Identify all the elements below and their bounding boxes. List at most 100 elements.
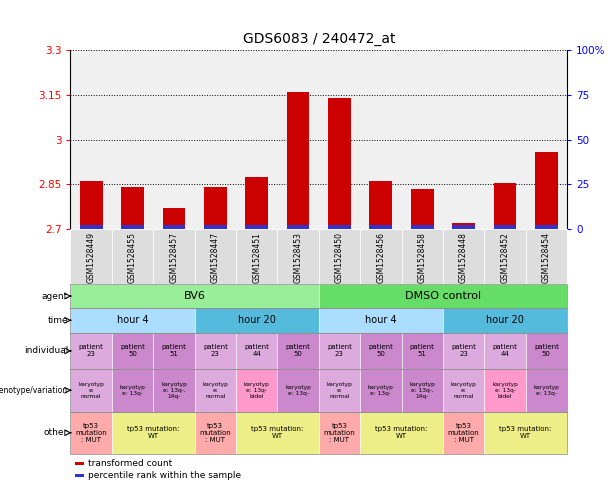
- Bar: [153, 229, 195, 284]
- Bar: [236, 412, 319, 454]
- Text: GSM1528457: GSM1528457: [169, 232, 178, 283]
- Text: karyotyp
e:
normal: karyotyp e: normal: [202, 382, 228, 398]
- Bar: [204, 225, 227, 229]
- Text: karyotyp
e: 13q-,
14q-: karyotyp e: 13q-, 14q-: [161, 382, 187, 398]
- Bar: [452, 225, 475, 229]
- Bar: [277, 369, 319, 412]
- Bar: [195, 369, 236, 412]
- Text: patient
50: patient 50: [368, 344, 394, 357]
- Text: karyotyp
e:
normal: karyotyp e: normal: [451, 382, 476, 398]
- Bar: [70, 333, 567, 369]
- Bar: [319, 333, 360, 369]
- Bar: [195, 333, 236, 369]
- Text: GSM1528451: GSM1528451: [252, 232, 261, 283]
- Bar: [277, 229, 319, 284]
- Bar: [402, 333, 443, 369]
- Text: time: time: [47, 316, 68, 325]
- Bar: [484, 412, 567, 454]
- Bar: [112, 369, 153, 412]
- Bar: [70, 412, 112, 454]
- Bar: [112, 412, 195, 454]
- Bar: [411, 189, 433, 229]
- Text: GSM1528450: GSM1528450: [335, 232, 344, 283]
- Text: BV6: BV6: [184, 291, 205, 301]
- Text: GSM1528452: GSM1528452: [500, 232, 509, 283]
- Text: hour 20: hour 20: [238, 315, 276, 325]
- Text: transformed count: transformed count: [88, 459, 173, 468]
- Bar: [195, 229, 236, 284]
- Text: GSM1528448: GSM1528448: [459, 232, 468, 283]
- Bar: [70, 284, 567, 308]
- Text: patient
23: patient 23: [78, 344, 104, 357]
- Bar: [360, 333, 402, 369]
- Text: karyotyp
e: 13q-,
14q-: karyotyp e: 13q-, 14q-: [409, 382, 435, 398]
- Bar: [402, 229, 443, 284]
- Text: karyotyp
e: 13q-: karyotyp e: 13q-: [533, 385, 559, 396]
- Text: patient
44: patient 44: [244, 344, 269, 357]
- Bar: [287, 225, 310, 229]
- Bar: [245, 225, 268, 229]
- Bar: [112, 229, 153, 284]
- Bar: [70, 308, 567, 333]
- Bar: [112, 333, 153, 369]
- Text: hour 4: hour 4: [116, 315, 148, 325]
- Text: hour 20: hour 20: [486, 315, 524, 325]
- Bar: [236, 333, 277, 369]
- Text: percentile rank within the sample: percentile rank within the sample: [88, 471, 242, 480]
- Text: karyotyp
e: 13q-: karyotyp e: 13q-: [120, 385, 145, 396]
- Bar: [70, 369, 567, 412]
- Bar: [360, 412, 443, 454]
- Text: tp53 mutation:
WT: tp53 mutation: WT: [127, 426, 180, 439]
- Bar: [370, 225, 392, 229]
- Text: GSM1528456: GSM1528456: [376, 232, 386, 283]
- Bar: [121, 225, 144, 229]
- Text: tp53
mutation
: MUT: tp53 mutation : MUT: [324, 423, 356, 443]
- Bar: [195, 412, 236, 454]
- Bar: [443, 412, 484, 454]
- Text: genotype/variation: genotype/variation: [0, 386, 68, 395]
- Bar: [360, 369, 402, 412]
- Bar: [402, 369, 443, 412]
- Bar: [80, 181, 102, 229]
- Bar: [484, 333, 525, 369]
- Bar: [195, 308, 319, 333]
- Text: patient
23: patient 23: [327, 344, 352, 357]
- Bar: [70, 412, 567, 454]
- Bar: [319, 229, 360, 284]
- Text: patient
50: patient 50: [120, 344, 145, 357]
- Text: other: other: [44, 428, 68, 437]
- Text: DMSO control: DMSO control: [405, 291, 481, 301]
- Text: tp53
mutation
: MUT: tp53 mutation : MUT: [75, 423, 107, 443]
- Text: individual: individual: [24, 346, 68, 355]
- Text: patient
50: patient 50: [534, 344, 559, 357]
- Bar: [411, 225, 433, 229]
- Bar: [452, 223, 475, 229]
- Bar: [319, 308, 443, 333]
- Bar: [75, 473, 85, 477]
- Text: GSM1528449: GSM1528449: [86, 232, 96, 283]
- Text: tp53
mutation
: MUT: tp53 mutation : MUT: [447, 423, 479, 443]
- Bar: [162, 225, 185, 229]
- Bar: [75, 462, 85, 465]
- Text: patient
44: patient 44: [492, 344, 517, 357]
- Bar: [319, 369, 360, 412]
- Bar: [153, 333, 195, 369]
- Text: GSM1528454: GSM1528454: [542, 232, 551, 283]
- Bar: [493, 183, 516, 229]
- Bar: [526, 369, 567, 412]
- Text: tp53 mutation:
WT: tp53 mutation: WT: [251, 426, 303, 439]
- Bar: [245, 177, 268, 229]
- Bar: [526, 333, 567, 369]
- Bar: [236, 229, 277, 284]
- Bar: [70, 284, 319, 308]
- Text: patient
50: patient 50: [286, 344, 311, 357]
- Text: karyotyp
e:
normal: karyotyp e: normal: [327, 382, 352, 398]
- Text: hour 4: hour 4: [365, 315, 397, 325]
- Bar: [443, 229, 484, 284]
- Bar: [70, 308, 195, 333]
- Bar: [277, 333, 319, 369]
- Text: agent: agent: [42, 292, 68, 300]
- Bar: [80, 225, 102, 229]
- Bar: [319, 412, 360, 454]
- Bar: [443, 369, 484, 412]
